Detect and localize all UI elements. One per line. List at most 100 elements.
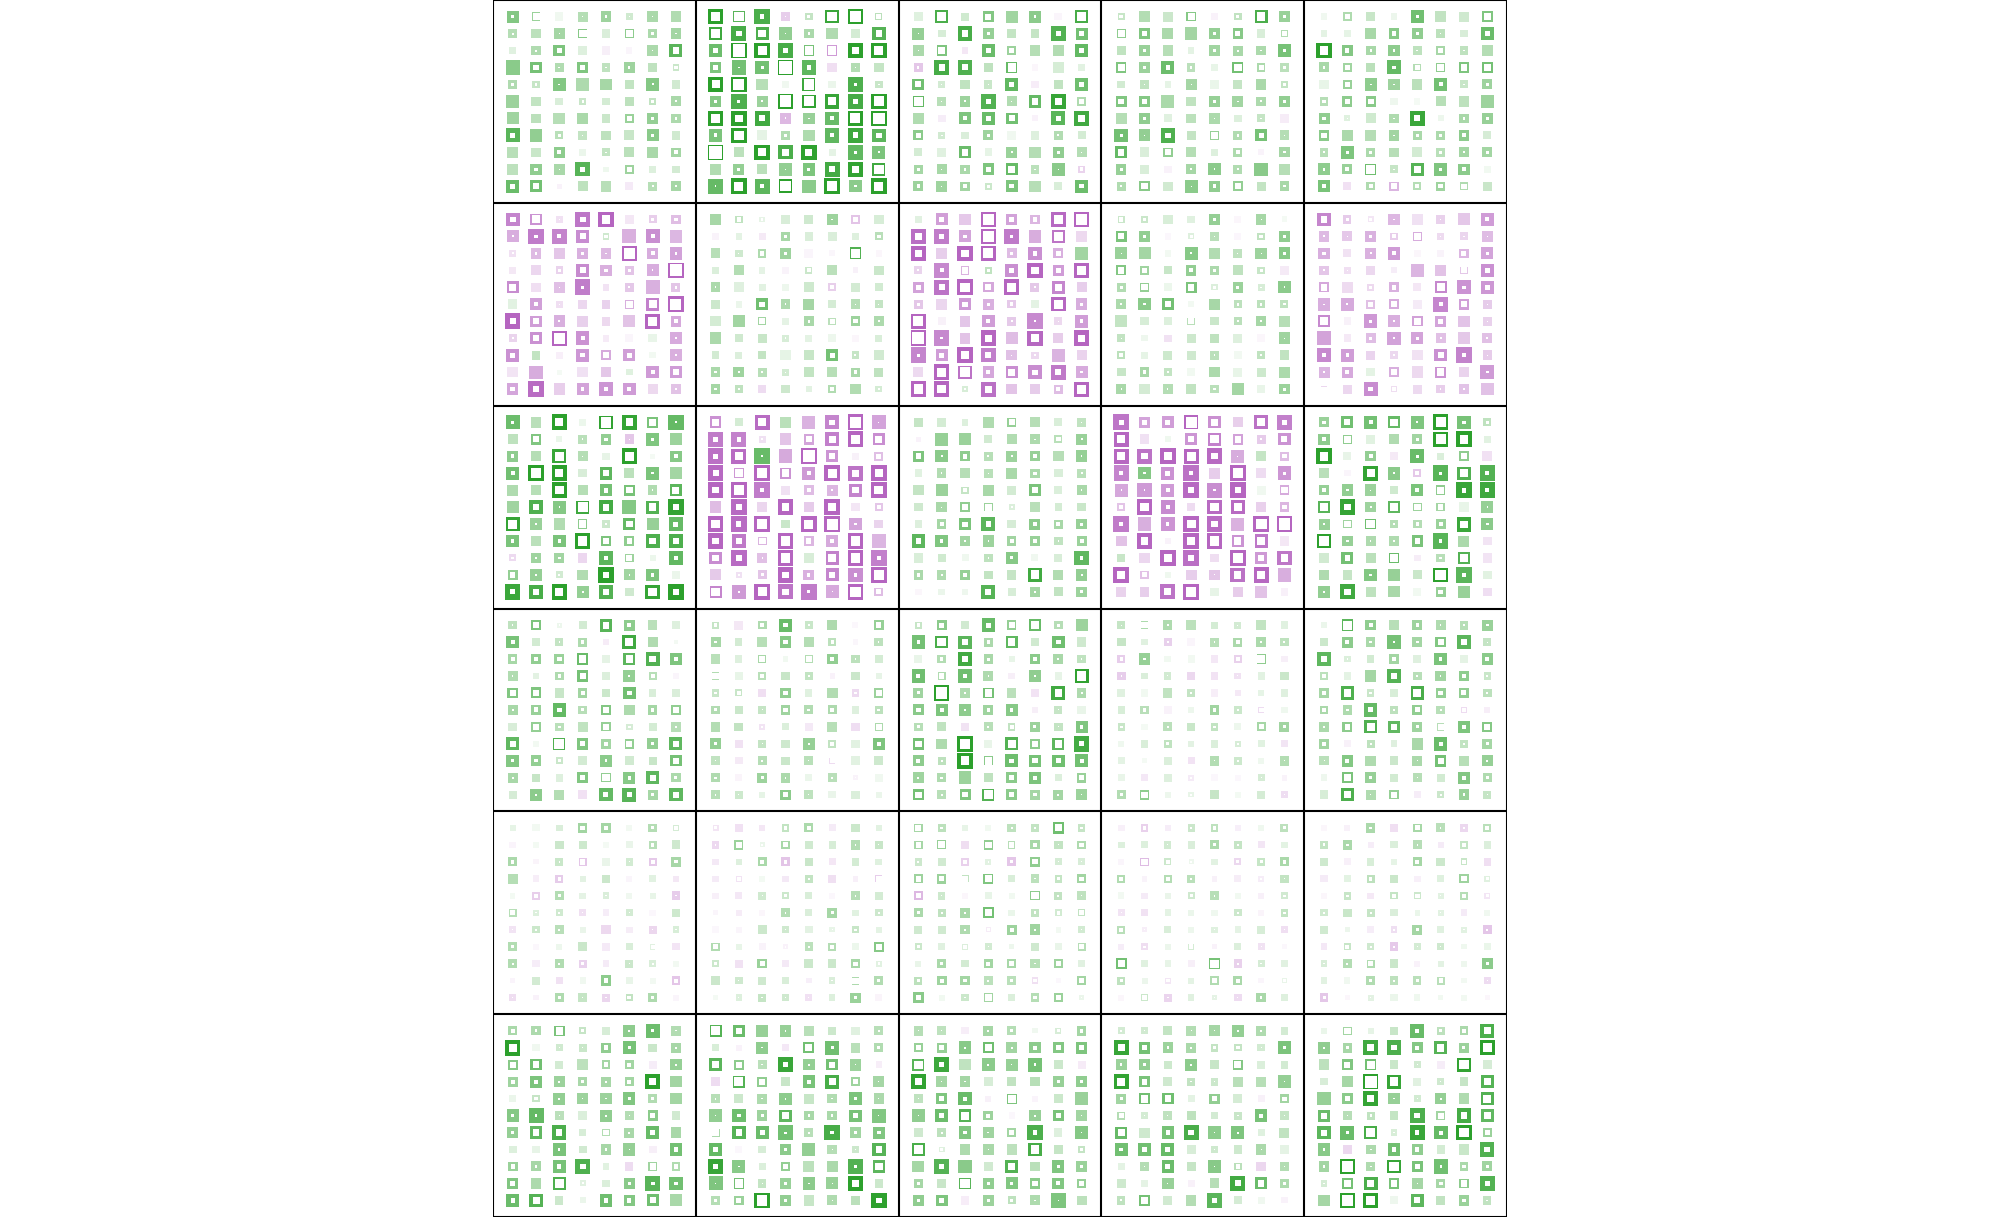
- Bar: [1480, 365, 1494, 378]
- Bar: [758, 436, 766, 443]
- Bar: [934, 364, 950, 380]
- Bar: [1344, 335, 1352, 342]
- Bar: [1142, 370, 1146, 374]
- Bar: [1010, 455, 1012, 458]
- Bar: [876, 133, 882, 138]
- Bar: [736, 249, 742, 257]
- Bar: [556, 723, 564, 731]
- Bar: [624, 282, 634, 292]
- Bar: [510, 690, 516, 696]
- Bar: [1120, 522, 1124, 526]
- Bar: [1346, 151, 1348, 153]
- Bar: [1344, 504, 1350, 510]
- Bar: [736, 555, 742, 561]
- Bar: [648, 333, 656, 342]
- Bar: [1116, 284, 1126, 292]
- Bar: [506, 95, 518, 107]
- Bar: [1280, 926, 1288, 933]
- Bar: [758, 316, 766, 325]
- Bar: [876, 589, 882, 594]
- Bar: [1080, 876, 1084, 881]
- Bar: [756, 61, 768, 74]
- Bar: [734, 164, 744, 175]
- Bar: [732, 94, 746, 110]
- Bar: [1346, 489, 1348, 492]
- Bar: [960, 790, 970, 801]
- Bar: [1370, 235, 1372, 237]
- Bar: [576, 383, 588, 396]
- Bar: [1118, 892, 1124, 899]
- Bar: [1366, 1145, 1376, 1155]
- Bar: [1008, 1026, 1016, 1036]
- Bar: [804, 45, 814, 56]
- Bar: [938, 234, 944, 240]
- Bar: [1460, 368, 1468, 377]
- Bar: [1278, 1076, 1290, 1088]
- Bar: [670, 738, 682, 751]
- Bar: [1280, 909, 1288, 916]
- Bar: [510, 539, 514, 543]
- Bar: [1232, 517, 1244, 531]
- Bar: [510, 133, 516, 138]
- Bar: [758, 46, 766, 55]
- Bar: [1142, 673, 1148, 679]
- Bar: [1232, 45, 1242, 56]
- Bar: [1276, 516, 1292, 532]
- Bar: [806, 471, 810, 475]
- Bar: [1118, 909, 1124, 916]
- Bar: [1318, 1126, 1330, 1139]
- Bar: [1256, 316, 1266, 326]
- Bar: [534, 759, 538, 762]
- Bar: [1460, 470, 1468, 477]
- Bar: [1390, 706, 1398, 714]
- Bar: [1258, 943, 1264, 950]
- Bar: [914, 723, 922, 731]
- Bar: [1456, 1109, 1472, 1123]
- Bar: [556, 97, 564, 106]
- Bar: [714, 1148, 718, 1151]
- Bar: [1322, 1149, 1326, 1150]
- Bar: [1186, 1111, 1196, 1120]
- Bar: [1320, 638, 1328, 646]
- Bar: [1188, 1179, 1194, 1187]
- Bar: [780, 61, 792, 74]
- Bar: [578, 12, 588, 22]
- Bar: [1212, 978, 1216, 983]
- Bar: [1256, 636, 1266, 647]
- Bar: [876, 858, 882, 865]
- Bar: [1186, 621, 1196, 630]
- Bar: [1214, 388, 1216, 391]
- Bar: [1208, 214, 1220, 225]
- Bar: [1282, 505, 1286, 510]
- Bar: [600, 1110, 612, 1122]
- Bar: [758, 232, 766, 240]
- Bar: [1482, 45, 1492, 56]
- Bar: [1054, 385, 1062, 393]
- Bar: [1256, 129, 1268, 141]
- Bar: [984, 993, 992, 1002]
- Bar: [1482, 62, 1492, 73]
- Bar: [1342, 385, 1352, 393]
- Bar: [1116, 315, 1128, 327]
- Bar: [804, 553, 814, 563]
- Bar: [1164, 267, 1172, 275]
- Bar: [1480, 95, 1494, 108]
- Bar: [964, 978, 966, 982]
- Bar: [628, 1097, 630, 1100]
- Bar: [650, 370, 654, 374]
- Bar: [1232, 1060, 1242, 1070]
- Bar: [960, 518, 970, 529]
- Bar: [1118, 943, 1124, 949]
- Bar: [736, 453, 742, 460]
- Bar: [1370, 742, 1372, 745]
- Bar: [802, 180, 816, 194]
- Bar: [512, 963, 514, 965]
- Bar: [828, 758, 836, 764]
- Bar: [1364, 314, 1378, 329]
- Bar: [674, 741, 678, 747]
- Bar: [650, 1097, 654, 1100]
- Bar: [1030, 924, 1040, 935]
- Bar: [1186, 1026, 1196, 1036]
- Bar: [1140, 587, 1150, 596]
- Bar: [850, 1093, 862, 1105]
